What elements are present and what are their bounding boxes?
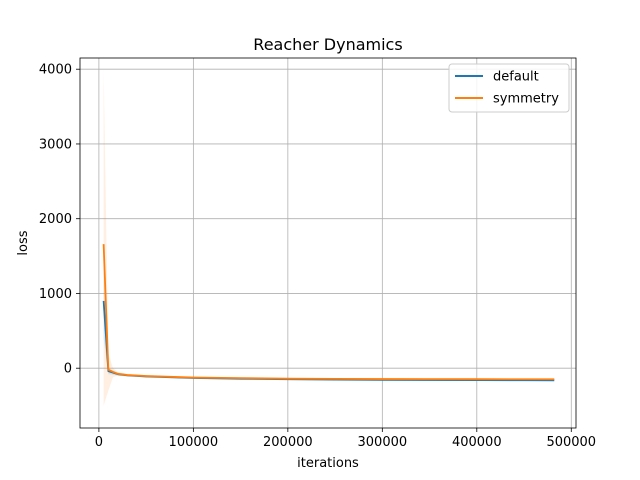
y-tick-label: 2000: [39, 212, 72, 227]
series-lines: [102, 244, 555, 382]
band-symmetry: [103, 69, 555, 406]
x-axis-ticks: 0 100000 200000 300000 400000 500000: [95, 428, 596, 450]
x-tick-label: 200000: [263, 435, 313, 450]
y-tick-label: 3000: [39, 137, 72, 152]
y-axis-label: loss: [16, 230, 31, 255]
legend: default symmetry: [448, 63, 570, 113]
y-tick-label: 0: [64, 362, 72, 377]
x-axis-label: iterations: [297, 456, 359, 471]
x-tick-label: 100000: [169, 435, 219, 450]
y-tick-label: 1000: [39, 287, 72, 302]
y-axis-ticks: 0 1000 2000 3000 4000: [39, 63, 80, 377]
confidence-bands: [103, 69, 555, 406]
y-tick-label: 4000: [39, 63, 72, 78]
plot-frame: [79, 57, 577, 429]
legend-label-symmetry: symmetry: [493, 92, 559, 107]
line-symmetry: [102, 244, 555, 381]
chart-title: Reacher Dynamics: [253, 35, 402, 54]
band-default: [103, 263, 555, 382]
x-tick-label: 0: [95, 435, 103, 450]
x-tick-label: 400000: [452, 435, 502, 450]
grid: [80, 58, 576, 428]
legend-label-default: default: [493, 70, 539, 85]
x-tick-label: 300000: [358, 435, 408, 450]
x-tick-label: 500000: [546, 435, 596, 450]
